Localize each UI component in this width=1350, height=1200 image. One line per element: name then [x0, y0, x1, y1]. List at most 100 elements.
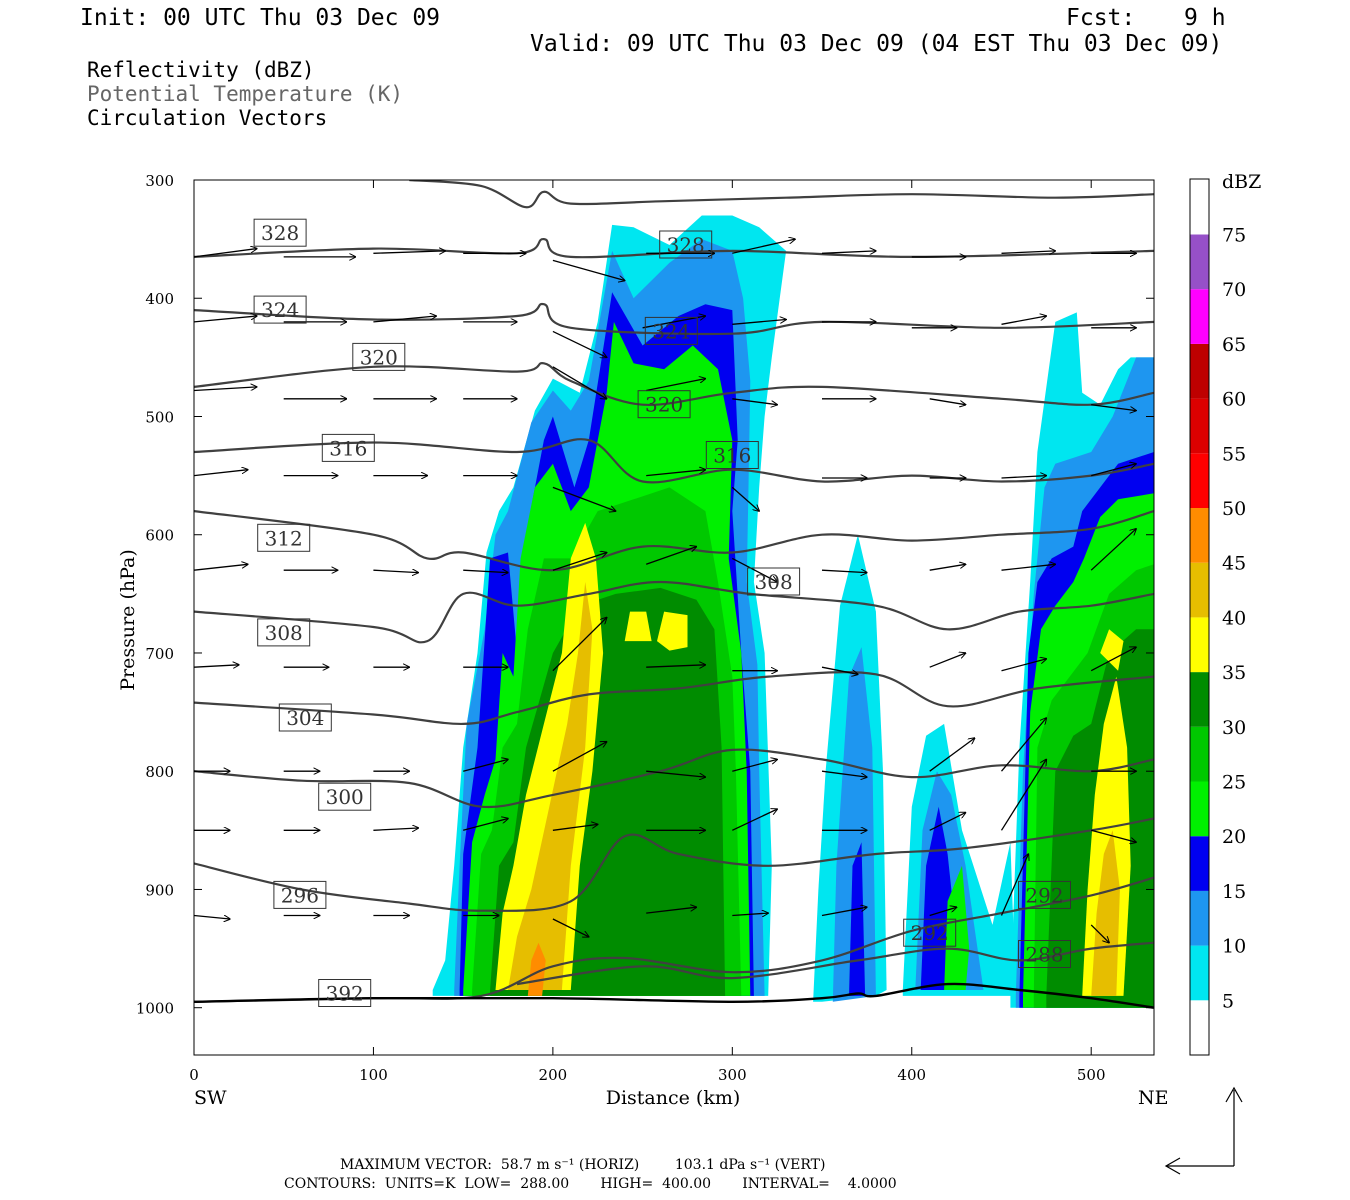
field-reflectivity: Reflectivity (dBZ) [87, 58, 315, 82]
theta-contour-296 [194, 817, 1154, 912]
circulation-vector [821, 666, 858, 674]
colorbar-swatch-70 [1190, 234, 1209, 290]
circulation-vector [552, 618, 607, 672]
colorbar-label-15: 15 [1222, 881, 1246, 903]
circulation-vector [1091, 404, 1136, 411]
circulation-vector [732, 239, 795, 254]
reflectivity-region-10dbz [832, 647, 876, 1002]
circulation-vector [821, 770, 867, 777]
contour-label-box [1018, 880, 1071, 909]
contour-info: CONTOURS: UNITS=K LOW= 288.00 HIGH= 400.… [284, 1176, 897, 1192]
colorbar-swatch-40 [1190, 562, 1209, 618]
contour-label-box [321, 433, 375, 462]
theta-contour-316 [194, 438, 1154, 484]
circulation-vector [731, 486, 759, 511]
y-tick-label: 500 [145, 408, 174, 426]
circulation-vector [194, 316, 257, 323]
circulation-vector [1091, 829, 1136, 842]
contour-label-box [273, 880, 327, 909]
theta-contour-320 [194, 362, 1154, 407]
theta-contour-300 [194, 748, 1154, 809]
contour-labels: 328 324 320 316 312 308 304 300 296 392 328 324 320 3… [253, 218, 1071, 1007]
colorbar-label-55: 55 [1222, 443, 1246, 465]
circulation-vector [1000, 759, 1047, 831]
contour-label-text: 312 [265, 526, 303, 550]
circulation-vector [463, 570, 508, 572]
contour-label-320: 320 [352, 342, 406, 371]
contour-label-text: 296 [281, 883, 319, 907]
x-axis-label: Distance (km) [606, 1087, 741, 1109]
colorbar-swatch-25 [1190, 726, 1209, 782]
y-axis-label: Pressure (hPa) [117, 549, 139, 691]
contour-label-312: 312 [257, 523, 311, 552]
colorbar-label-75: 75 [1222, 225, 1246, 247]
colorbar-swatch-20 [1190, 781, 1209, 837]
valid-time: Valid: 09 UTC Thu 03 Dec 09 (04 EST Thu … [530, 31, 1223, 57]
colorbar-label-25: 25 [1222, 772, 1246, 794]
circulation-vector [645, 547, 696, 565]
contour-label-box [253, 218, 307, 247]
circulation-vectors [194, 239, 1136, 943]
surface-line [194, 982, 1154, 1009]
contour-label-box [644, 316, 698, 345]
colorbar-swatch-30 [1190, 672, 1209, 727]
contour-label-text: 392 [326, 982, 364, 1006]
contour-label-box [659, 230, 713, 259]
contour-label-316: 316 [321, 433, 375, 462]
circulation-vector [1001, 659, 1047, 672]
circulation-vector [1090, 529, 1136, 571]
theta-contour-324 [194, 302, 1154, 336]
colorbar-swatch-below-5 [1190, 1000, 1209, 1055]
y-tick-label: 600 [145, 527, 174, 545]
contour-label-300: 300 [318, 782, 372, 811]
contour-label-316: 316 [705, 441, 759, 469]
colorbar-swatch-5 [1190, 945, 1209, 1001]
contour-label-box [253, 295, 307, 324]
contour-label-text: 328 [261, 221, 299, 245]
colorbar-label-60: 60 [1222, 389, 1246, 411]
circulation-vector [1001, 251, 1056, 253]
circulation-vector [373, 570, 418, 572]
colorbar-swatch-55 [1190, 398, 1209, 454]
circulation-vector [1001, 316, 1047, 325]
circulation-vector [194, 665, 239, 667]
circulation-vector [552, 553, 607, 571]
contour-label-text: 308 [265, 621, 303, 645]
theta-contours [194, 180, 1154, 1003]
contour-label-box [318, 782, 372, 811]
x-tick-label: 500 [1077, 1066, 1106, 1084]
init-time: Init: 00 UTC Thu 03 Dec 09 [80, 5, 441, 31]
axis-ticks: 300 400 500 600 700 800 900 1000 0 100 200 300 400 50… [136, 172, 1154, 1084]
circulation-vector [732, 809, 777, 831]
sw-end-label: SW [194, 1087, 227, 1109]
circulation-vector [929, 564, 966, 571]
y-tick-label: 400 [145, 290, 174, 308]
contour-label-text: 320 [645, 393, 683, 417]
x-tick-label: 400 [897, 1066, 926, 1084]
contour-label-text: 316 [329, 436, 367, 460]
colorbar-swatch-60 [1190, 343, 1209, 399]
colorbar-frame [1189, 178, 1210, 1056]
circulation-vector [194, 470, 248, 477]
max-vector-note: MAXIMUM VECTOR: 58.7 m s⁻¹ (HORIZ) 103.1… [340, 1157, 826, 1173]
x-tick-label: 300 [718, 1066, 747, 1084]
colorbar-label-65: 65 [1222, 334, 1246, 356]
colorbar-label-10: 10 [1222, 936, 1246, 958]
contour-label-292: 292 [1018, 880, 1071, 909]
circulation-vector [1000, 854, 1029, 916]
contour-label-320: 320 [637, 390, 691, 419]
circulation-vector [642, 316, 706, 329]
circulation-vector [373, 828, 418, 830]
circulation-vector [821, 907, 867, 917]
circulation-vector [821, 251, 876, 253]
contour-label-text: 300 [326, 785, 364, 809]
reflectivity-region-15dbz [849, 842, 866, 996]
circulation-vector [552, 824, 598, 831]
x-tick-label: 0 [189, 1066, 199, 1084]
circulation-vector [929, 398, 966, 405]
circulation-vector [552, 366, 607, 399]
reflectivity-region-40dbz [1091, 830, 1120, 996]
terrain-surface [194, 982, 1154, 1009]
colorbar-unit: dBZ [1222, 171, 1261, 193]
contour-label-box [747, 567, 801, 596]
